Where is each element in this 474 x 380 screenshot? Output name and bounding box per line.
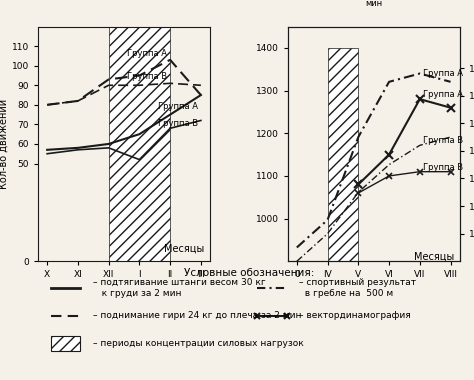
Text: – спортивный результат
  в гребле на  500 м: – спортивный результат в гребле на 500 м <box>300 278 417 298</box>
Text: Месяцы: Месяцы <box>414 251 454 261</box>
Text: Месяцы: Месяцы <box>164 244 204 253</box>
Text: Группа А: Группа А <box>423 69 463 78</box>
Text: кгм
———
мин: кгм ——— мин <box>361 0 386 8</box>
Text: Группа А: Группа А <box>423 90 463 99</box>
Text: Группа В: Группа В <box>158 119 198 128</box>
Text: Условные обозначения:: Условные обозначения: <box>183 268 314 278</box>
Text: Группа А: Группа А <box>127 49 167 58</box>
Text: – поднимание гири 24 кг до плеча за 2 мин: – поднимание гири 24 кг до плеча за 2 ми… <box>93 312 301 320</box>
FancyBboxPatch shape <box>51 336 80 351</box>
Text: – подтягивание штанги весом 30 кг
   к груди за 2 мин: – подтягивание штанги весом 30 кг к груд… <box>93 278 265 298</box>
Text: Группа В: Группа В <box>127 73 167 81</box>
Text: – периоды концентрации силовых нагрузок: – периоды концентрации силовых нагрузок <box>93 339 303 348</box>
Text: Группа В: Группа В <box>423 163 463 171</box>
Y-axis label: Кол-во движений: Кол-во движений <box>0 99 9 189</box>
Text: Группа В: Группа В <box>423 136 463 144</box>
Bar <box>328 48 358 261</box>
Text: Группа А: Группа А <box>158 102 198 111</box>
Bar <box>109 27 170 261</box>
Text: – вектординамография: – вектординамография <box>300 312 411 320</box>
